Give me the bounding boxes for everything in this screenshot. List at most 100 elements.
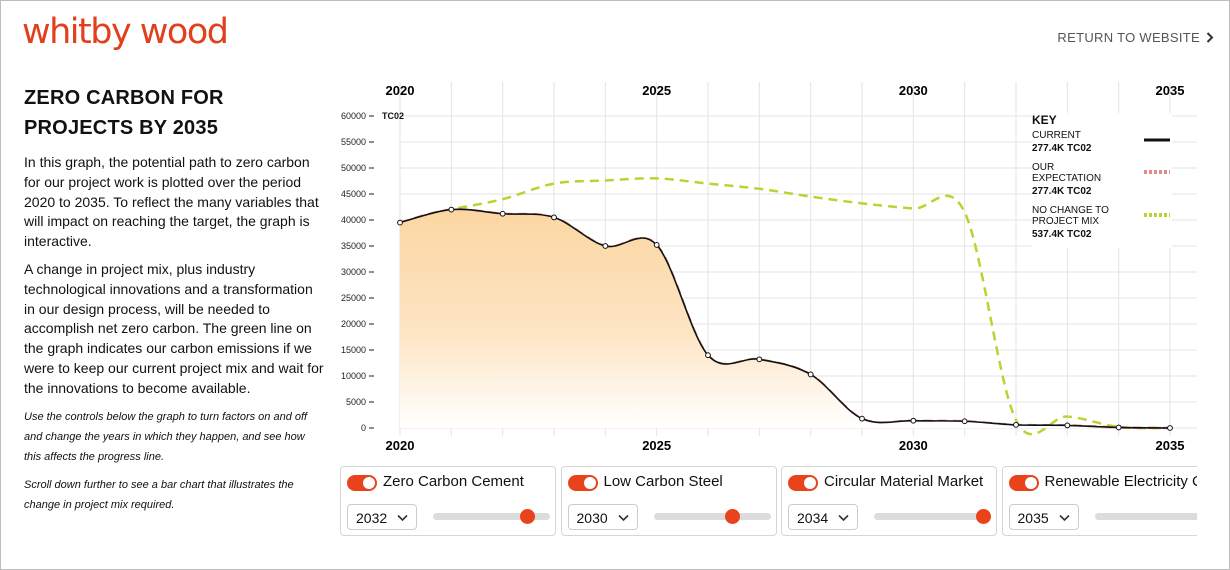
y-tick-label: 30000 <box>341 267 366 277</box>
slider[interactable] <box>433 509 550 524</box>
chevron-path <box>617 514 629 522</box>
slider-knob[interactable] <box>976 509 992 524</box>
logo[interactable]: whitby wood <box>22 12 229 52</box>
legend-total: 277.4K TC02 <box>1032 143 1092 154</box>
chevron <box>397 514 408 522</box>
x-tick-label-top: 2020 <box>386 83 415 98</box>
note: Use the controls below the graph to turn… <box>24 410 308 463</box>
x-tick-label-top: 2025 <box>642 83 671 98</box>
x-tick-label: 2030 <box>899 438 928 453</box>
slider[interactable] <box>874 509 992 524</box>
toggle[interactable] <box>1008 475 1039 491</box>
y-tick-label: 40000 <box>341 215 366 225</box>
toggle[interactable] <box>567 475 598 491</box>
x-tick-label: 2025 <box>642 438 671 453</box>
intro-title: ZERO CARBON FOR PROJECTS BY 2035 <box>24 87 224 139</box>
y-tick-label: 10000 <box>341 371 366 381</box>
point <box>705 352 711 359</box>
controls: Zero Carbon Cement 2032 Low Carbon Steel 20… <box>340 466 1197 538</box>
y-tick-label: 20000 <box>341 319 366 329</box>
x-tick-label-top: 2035 <box>1156 83 1185 98</box>
point <box>397 219 403 226</box>
control-card: Low Carbon Steel 2030 <box>560 466 777 536</box>
toggle[interactable] <box>788 475 818 491</box>
legend-text: OUR EXPECTATION 277.4K TC02 <box>1032 162 1124 197</box>
year-select[interactable]: 2034 <box>788 504 858 530</box>
chevron <box>1206 32 1214 43</box>
year-value: 2030 <box>576 510 608 526</box>
toggle[interactable] <box>347 475 377 491</box>
chevron <box>617 514 629 522</box>
return-text[interactable]: RETURN TO WEBSITE <box>1057 30 1200 45</box>
y-tick-label: 5000 <box>346 397 366 407</box>
legend-text: CURRENT 277.4K TC02 <box>1032 130 1124 154</box>
legend-swatch <box>1144 170 1170 174</box>
y-tick-label: 15000 <box>341 345 366 355</box>
point <box>499 210 506 217</box>
y-tick-label: 60000 <box>341 111 366 121</box>
year-value: 2034 <box>797 510 829 526</box>
point <box>1013 421 1019 428</box>
slider[interactable] <box>653 509 771 524</box>
legend-name: CURRENT <box>1032 130 1081 141</box>
point <box>653 242 660 248</box>
slider-knob[interactable] <box>724 509 740 524</box>
point <box>961 418 968 425</box>
legend-name: OUR EXPECTATION <box>1032 162 1102 184</box>
legend-total: 277.4K TC02 <box>1032 186 1092 197</box>
point <box>1115 424 1122 431</box>
point <box>756 356 763 363</box>
paragraph: A change in project mix, plus industry t… <box>24 260 324 396</box>
control-card: Renewable Electricity C 2035 <box>1001 466 1198 536</box>
paragraph: In this graph, the potential path to zer… <box>24 154 319 250</box>
y-tick-label: 35000 <box>341 241 366 251</box>
y-tick-label: 45000 <box>341 189 366 199</box>
year-select[interactable]: 2032 <box>347 504 417 530</box>
x-tick-label-top: 2030 <box>899 83 928 98</box>
legend-entry: CURRENT 277.4K TC02 <box>1032 130 1172 154</box>
year-value: 2035 <box>1017 510 1049 526</box>
control-label: Low Carbon Steel <box>603 473 723 490</box>
line <box>399 208 1171 429</box>
slider-knob[interactable] <box>519 509 535 524</box>
chevron <box>838 514 849 522</box>
intro: ZERO CARBON FOR PROJECTS BY 2035 In this… <box>24 83 324 523</box>
point <box>1064 422 1071 429</box>
return-link[interactable]: RETURN TO WEBSITE <box>1057 30 1214 45</box>
control-label: Zero Carbon Cement <box>383 473 524 490</box>
legend-swatch <box>1144 213 1170 217</box>
slider[interactable] <box>1094 513 1197 520</box>
y-tick-label: 50000 <box>341 163 366 173</box>
legend-text: NO CHANGE TO PROJECT MIX 537.4K TC02 <box>1032 205 1124 240</box>
legend: KEY CURRENT 277.4K TC02 OUR EXPECTATION 277.… <box>1032 113 1172 248</box>
legend-entry: NO CHANGE TO PROJECT MIX 537.4K TC02 <box>1032 205 1172 240</box>
year-value: 2032 <box>356 510 388 526</box>
legend-name: NO CHANGE TO PROJECT MIX <box>1032 205 1109 227</box>
legend-title: KEY <box>1032 113 1057 127</box>
control-card: Circular Material Market 2034 <box>781 466 997 536</box>
point <box>910 417 917 424</box>
x-tick-label: 2035 <box>1156 438 1185 453</box>
legend-total: 537.4K TC02 <box>1032 229 1092 240</box>
chevron <box>1058 514 1070 522</box>
point <box>1167 425 1173 431</box>
y-tick-label: 55000 <box>341 137 366 147</box>
legend-swatch <box>1144 138 1170 142</box>
chevron-path <box>1058 514 1070 522</box>
control-label: Circular Material Market <box>824 473 984 490</box>
x-tick-label: 2020 <box>386 438 415 453</box>
year-select[interactable]: 2035 <box>1008 504 1079 530</box>
note: Scroll down further to see a bar chart t… <box>24 478 294 511</box>
year-select[interactable]: 2030 <box>567 504 638 530</box>
control-card: Zero Carbon Cement 2032 <box>340 466 556 536</box>
point <box>448 206 455 213</box>
y-axis-unit: TC02 <box>382 111 404 121</box>
control-label: Renewable Electricity C <box>1044 473 1198 490</box>
point <box>551 214 557 221</box>
y-tick-label: 0 <box>361 423 366 433</box>
point <box>807 371 814 378</box>
area <box>400 209 1170 428</box>
chevron-path <box>397 514 408 522</box>
point <box>602 243 609 249</box>
